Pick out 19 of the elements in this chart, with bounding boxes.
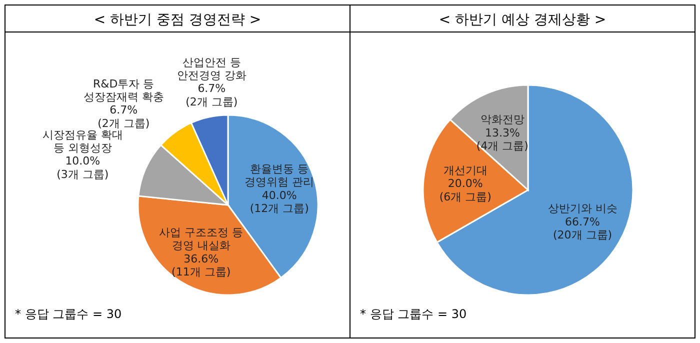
data-label: 40.0% (12개 그룹) — [250, 188, 309, 215]
slice-label: 환율변동 등 경영위험 관리 — [244, 162, 314, 189]
data-label: 6.7% (2개 그룹) — [186, 82, 238, 108]
slice-label: 사업 구조조정 등 경영 내실화 — [159, 226, 244, 252]
data-label: 20.0% (6개 그룹) — [439, 177, 492, 204]
slice-label: 산업안전 등 안전경영 강화 — [176, 56, 246, 82]
slice-label: R&D투자 등 성장잠재력 확충 — [83, 77, 164, 104]
text: * 응답 그룹수 = 30 — [360, 307, 467, 321]
text: * 응답 그룹수 = 30 — [15, 307, 122, 321]
slice-label: 개선기대 — [443, 164, 488, 177]
data-label: 36.6% (11개 그룹) — [172, 252, 231, 278]
data-label: 6.7% (2개 그룹) — [98, 104, 150, 130]
slice-label: 악화전망 — [480, 113, 524, 126]
chart-title: < 하반기 중점 경영전략 > — [94, 12, 262, 28]
slice-label: 시장점유율 확대 등 외형성장 — [42, 128, 123, 154]
slice-label: 상반기와 비슷 — [548, 202, 618, 216]
chart-title: < 하반기 예상 경제상황 > — [438, 12, 606, 28]
data-label: 66.7% (20개 그룹) — [552, 215, 612, 242]
data-label: 10.0% (3개 그룹) — [56, 154, 109, 181]
